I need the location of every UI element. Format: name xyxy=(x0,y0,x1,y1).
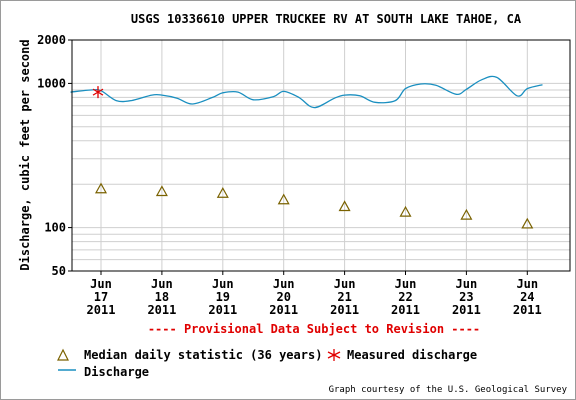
x-tick-label: 23 xyxy=(459,290,473,304)
x-tick-label: Jun xyxy=(334,277,356,291)
legend-asterisk-icon xyxy=(327,349,341,361)
x-axis-ticks: Jun172011Jun182011Jun192011Jun202011Jun2… xyxy=(87,271,542,317)
x-tick-label: Jun xyxy=(395,277,417,291)
chart-title: USGS 10336610 UPPER TRUCKEE RV AT SOUTH … xyxy=(131,12,522,26)
x-tick-label: 2011 xyxy=(513,303,542,317)
median-point xyxy=(521,217,534,229)
y-axis-ticks: 2000 1000 100 50 xyxy=(37,33,72,278)
plot-area xyxy=(71,39,571,272)
series-layer xyxy=(70,75,543,229)
legend-triangle-icon xyxy=(57,348,69,361)
x-tick-label: 2011 xyxy=(208,303,237,317)
y-tick-label: 100 xyxy=(44,221,66,235)
provisional-note: ---- Provisional Data Subject to Revisio… xyxy=(148,322,480,336)
x-tick-label: 24 xyxy=(520,290,534,304)
x-tick-label: 2011 xyxy=(147,303,176,317)
x-tick-label: Jun xyxy=(90,277,112,291)
x-tick-label: 17 xyxy=(94,290,108,304)
legend-median-label: Median daily statistic (36 years) xyxy=(84,348,322,362)
median-point xyxy=(216,187,229,198)
median-point xyxy=(338,200,351,212)
median-point xyxy=(94,182,108,194)
y-tick-label: 2000 xyxy=(37,33,66,47)
x-tick-label: 2011 xyxy=(391,303,420,317)
x-tick-label: 19 xyxy=(216,290,230,304)
median-point xyxy=(155,185,168,197)
discharge-line xyxy=(70,75,543,109)
legend-discharge-label: Discharge xyxy=(84,365,149,379)
x-tick-label: Jun xyxy=(212,277,234,291)
legend: Median daily statistic (36 years) Measur… xyxy=(57,348,477,379)
median-point xyxy=(460,208,473,220)
x-tick-label: 22 xyxy=(398,290,412,304)
x-tick-label: 20 xyxy=(276,290,290,304)
credit-text: Graph courtesy of the U.S. Geological Su… xyxy=(329,385,568,395)
grid xyxy=(72,39,570,271)
measured-point xyxy=(92,86,104,99)
y-tick-label: 1000 xyxy=(37,76,66,90)
x-tick-label: Jun xyxy=(273,277,295,291)
legend-measured-label: Measured discharge xyxy=(347,348,477,362)
median-point xyxy=(277,193,290,205)
x-tick-label: 2011 xyxy=(269,303,298,317)
measured-stroke xyxy=(92,88,104,96)
x-tick-label: 18 xyxy=(155,290,169,304)
x-tick-label: 2011 xyxy=(452,303,481,317)
median-point xyxy=(399,205,412,217)
x-tick-label: Jun xyxy=(151,277,173,291)
x-tick-label: Jun xyxy=(456,277,478,291)
y-tick-label: 50 xyxy=(52,264,66,278)
x-tick-label: Jun xyxy=(516,277,538,291)
x-tick-label: 2011 xyxy=(330,303,359,317)
x-tick-label: 21 xyxy=(337,290,351,304)
x-tick-label: 2011 xyxy=(87,303,116,317)
y-axis-label: Discharge, cubic feet per second xyxy=(18,39,32,270)
